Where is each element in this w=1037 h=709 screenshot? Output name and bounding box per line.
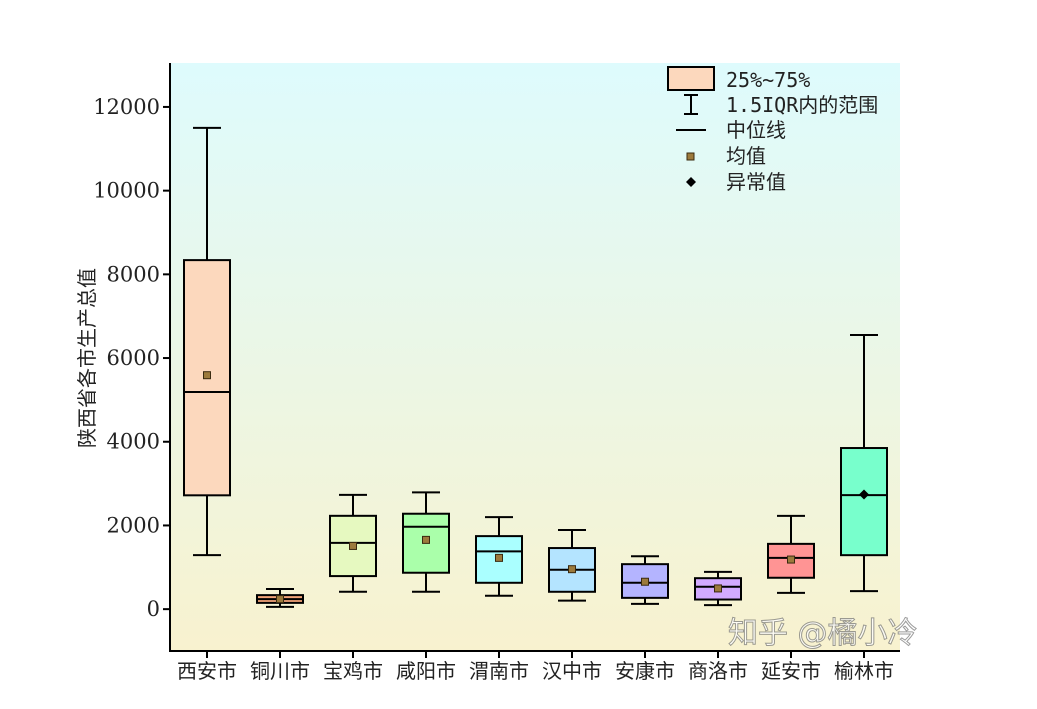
box-汉中市 bbox=[548, 529, 596, 602]
iqr-box bbox=[840, 447, 888, 557]
legend-box-swatch bbox=[667, 66, 715, 91]
x-tick-label: 商洛市 bbox=[688, 659, 748, 683]
x-tick-label: 铜川市 bbox=[250, 659, 310, 683]
x-tick-label: 延安市 bbox=[761, 659, 821, 683]
legend-label-median: 中位线 bbox=[726, 118, 786, 142]
iqr-box bbox=[329, 514, 377, 578]
y-tick-label: 6000 bbox=[107, 346, 160, 370]
mean-marker bbox=[203, 371, 211, 380]
legend-label-iqr-box: 25%~75% bbox=[726, 68, 810, 92]
box-西安市 bbox=[183, 126, 231, 557]
mean-marker bbox=[859, 489, 869, 500]
y-axis-title: 陕西省各市生产总值 bbox=[75, 268, 99, 448]
box-延安市 bbox=[767, 514, 815, 594]
x-tick-label: 咸阳市 bbox=[396, 659, 456, 683]
mean-marker bbox=[349, 541, 357, 550]
x-tick-label: 西安市 bbox=[177, 659, 237, 683]
y-tick-label: 0 bbox=[147, 597, 160, 621]
y-tick-label: 10000 bbox=[93, 179, 160, 203]
legend-label-mean: 均值 bbox=[726, 144, 766, 168]
box-安康市 bbox=[621, 555, 669, 605]
box-咸阳市 bbox=[402, 491, 450, 593]
legend-whisker-icon bbox=[684, 94, 698, 115]
legend-label-outlier: 异常值 bbox=[726, 170, 786, 194]
mean-marker bbox=[568, 565, 576, 574]
x-tick-label: 榆林市 bbox=[834, 659, 894, 683]
y-tick-label: 8000 bbox=[107, 262, 160, 286]
mean-marker bbox=[422, 535, 430, 544]
legend-label-whisker: 1.5IQR内的范围 bbox=[726, 93, 878, 117]
mean-marker bbox=[641, 577, 649, 586]
box-渭南市 bbox=[475, 516, 523, 597]
x-tick-label: 安康市 bbox=[615, 659, 675, 683]
box-铜川市 bbox=[256, 588, 304, 608]
x-tick-label: 汉中市 bbox=[542, 659, 602, 683]
x-tick-label: 宝鸡市 bbox=[323, 659, 383, 683]
mean-marker bbox=[276, 595, 284, 604]
y-tick-label: 12000 bbox=[93, 95, 160, 119]
box-商洛市 bbox=[694, 570, 742, 607]
box-宝鸡市 bbox=[329, 493, 377, 593]
legend: 25%~75% 1.5IQR内的范围 中位线 均值 异常值 bbox=[667, 66, 878, 194]
y-tick-label: 4000 bbox=[107, 430, 160, 454]
mean-marker bbox=[495, 553, 503, 562]
watermark: 知乎 @橘小冷 bbox=[728, 616, 918, 651]
x-tick-label: 渭南市 bbox=[469, 659, 529, 683]
y-tick-label: 2000 bbox=[107, 513, 160, 537]
legend-outlier-icon bbox=[686, 177, 696, 187]
legend-mean-icon bbox=[686, 152, 695, 161]
mean-marker bbox=[714, 584, 722, 593]
box-榆林市 bbox=[840, 334, 888, 593]
mean-marker bbox=[787, 555, 795, 564]
